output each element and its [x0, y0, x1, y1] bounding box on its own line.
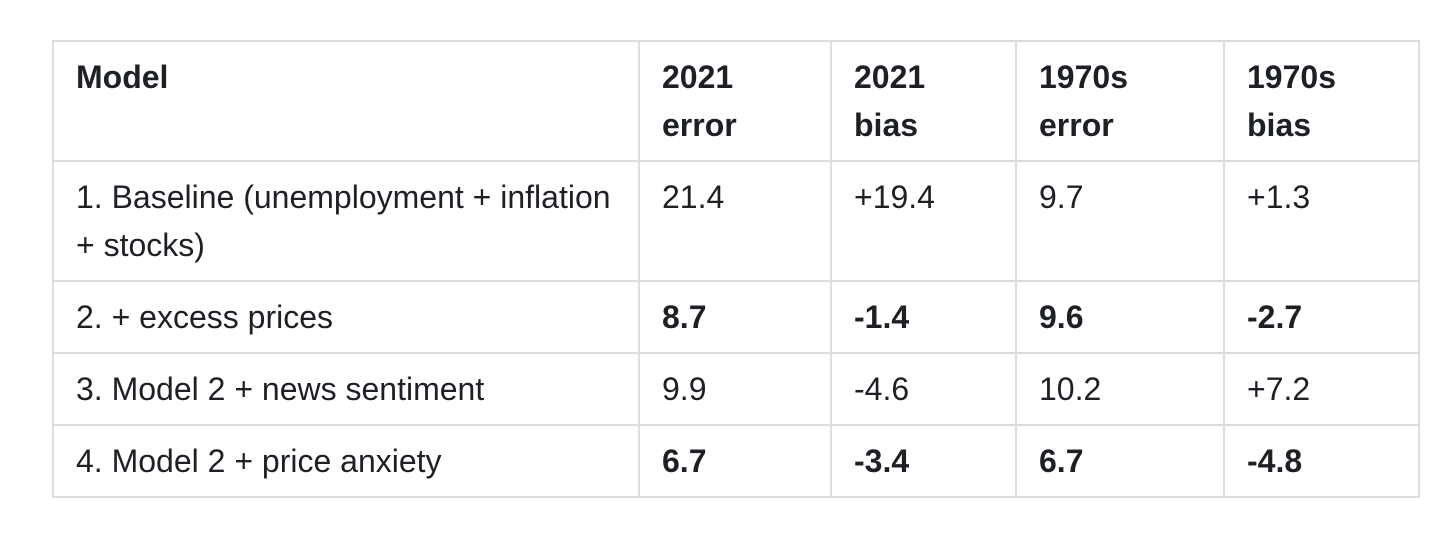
model-name-cell: 2. + excess prices	[52, 280, 640, 354]
value-cell-2021-error: 9.9	[638, 352, 832, 426]
value-cell-2021-bias: -1.4	[830, 280, 1017, 354]
value-cell-1970s-error: 9.6	[1015, 280, 1225, 354]
header-row: Model 2021 error 2021 bias 1970s error 1…	[52, 40, 1420, 162]
value-cell-1970s-bias: +7.2	[1223, 352, 1420, 426]
value-cell-2021-error: 21.4	[638, 160, 832, 282]
model-results-table: Model 2021 error 2021 bias 1970s error 1…	[52, 40, 1420, 498]
model-results-table-container: Model 2021 error 2021 bias 1970s error 1…	[52, 40, 1420, 498]
value-cell-2021-error: 6.7	[638, 424, 832, 498]
value-cell-2021-bias: -3.4	[830, 424, 1017, 498]
column-header-2021-error: 2021 error	[638, 40, 832, 162]
value-cell-1970s-error: 6.7	[1015, 424, 1225, 498]
column-header-2021-bias: 2021 bias	[830, 40, 1017, 162]
table-row-excess-prices: 2. + excess prices 8.7 -1.4 9.6 -2.7	[52, 280, 1420, 354]
value-cell-1970s-error: 9.7	[1015, 160, 1225, 282]
value-cell-1970s-bias: -4.8	[1223, 424, 1420, 498]
column-header-1970s-error: 1970s error	[1015, 40, 1225, 162]
model-name-cell: 3. Model 2 + news sentiment	[52, 352, 640, 426]
model-name-cell: 1. Baseline (unemployment + inflation + …	[52, 160, 640, 282]
table-row-news-sentiment: 3. Model 2 + news sentiment 9.9 -4.6 10.…	[52, 352, 1420, 426]
value-cell-1970s-error: 10.2	[1015, 352, 1225, 426]
table-row-baseline: 1. Baseline (unemployment + inflation + …	[52, 160, 1420, 282]
column-header-model: Model	[52, 40, 640, 162]
table-row-price-anxiety: 4. Model 2 + price anxiety 6.7 -3.4 6.7 …	[52, 424, 1420, 498]
value-cell-2021-bias: -4.6	[830, 352, 1017, 426]
column-header-1970s-bias: 1970s bias	[1223, 40, 1420, 162]
value-cell-2021-bias: +19.4	[830, 160, 1017, 282]
value-cell-2021-error: 8.7	[638, 280, 832, 354]
value-cell-1970s-bias: +1.3	[1223, 160, 1420, 282]
model-name-cell: 4. Model 2 + price anxiety	[52, 424, 640, 498]
value-cell-1970s-bias: -2.7	[1223, 280, 1420, 354]
